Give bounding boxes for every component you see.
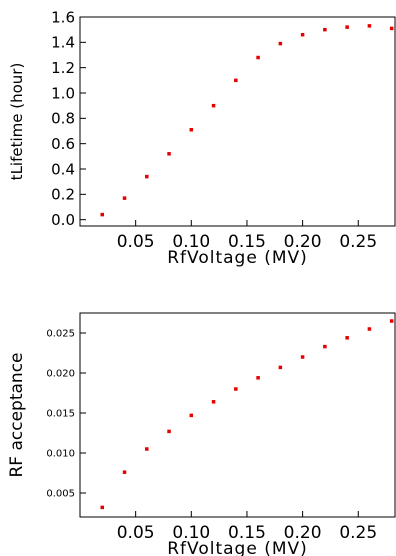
x-tick-label: 0.10: [172, 232, 210, 252]
rf-acceptance-plot: 0.05 0.10 0.15 0.20 0.25 0.005 0.010 0.015 0.020…: [7, 312, 396, 556]
x-tick-label: 0.05: [117, 523, 155, 543]
plot-frame: [79, 16, 396, 227]
data-point: [256, 376, 260, 380]
x-tick-label: 0.20: [284, 232, 322, 252]
data-point: [278, 41, 283, 46]
y-tick-label: 0.020: [46, 369, 75, 380]
data-point: [145, 447, 149, 451]
data-point: [367, 327, 372, 331]
data-point: [300, 32, 305, 37]
plot-frame: [79, 312, 396, 518]
y-tick-label: 0.015: [46, 409, 75, 420]
data-point: [345, 336, 349, 340]
y-tick-label: 0.2: [51, 186, 75, 204]
y-tick-label: 0.0: [51, 211, 75, 229]
y-tick-label: 0.010: [46, 449, 75, 460]
data-point: [367, 24, 372, 28]
data-point: [389, 319, 394, 323]
x-axis-label: RfVoltage (MV): [167, 248, 308, 268]
data-point: [122, 196, 127, 200]
y-tick-label: 1.6: [51, 8, 75, 26]
y-tick-label: 1.0: [51, 84, 75, 102]
data-point: [323, 27, 327, 32]
x-tick-label: 0.10: [172, 523, 210, 543]
x-tick-label: 0.05: [117, 232, 155, 252]
data-point: [234, 387, 238, 391]
y-tick-label: 1.2: [51, 59, 75, 77]
x-axis-label: RfVoltage (MV): [167, 539, 308, 556]
data-point: [145, 174, 149, 179]
y-tick-label: 0.025: [46, 329, 75, 340]
data-point: [189, 127, 194, 132]
y-axis-label: tLifetime (hour): [8, 63, 26, 181]
data-point: [211, 400, 216, 404]
y-tick-label: 0.8: [51, 110, 75, 128]
data-point: [389, 26, 394, 31]
data-point: [345, 25, 349, 29]
y-axis-label: RF acceptance: [7, 352, 27, 477]
data-point: [189, 413, 194, 418]
y-tick-label: 1.4: [51, 34, 75, 52]
data-point: [300, 355, 305, 359]
data-point: [323, 344, 327, 349]
x-tick-label: 0.15: [228, 523, 266, 543]
data-point: [211, 103, 216, 108]
x-tick-label: 0.20: [284, 523, 322, 543]
data-point: [100, 212, 105, 217]
data-point: [167, 152, 171, 156]
x-tick-label: 0.25: [339, 232, 377, 252]
x-tick-label: 0.25: [339, 523, 377, 543]
lifetime-plot: 0.05 0.10 0.15 0.20 0.25 0.0 0.2 0.4 0.6 0.8 1.0 1.…: [8, 8, 396, 268]
x-tick-label: 0.15: [228, 232, 266, 252]
y-tick-label: 0.6: [51, 135, 75, 153]
data-point: [122, 470, 127, 474]
data-point: [234, 78, 238, 83]
data-point: [278, 365, 283, 370]
data-point: [256, 55, 260, 60]
y-tick-label: 0.005: [46, 489, 75, 500]
data-point: [167, 429, 171, 434]
y-tick-label: 0.4: [51, 160, 75, 178]
data-point: [100, 505, 105, 510]
